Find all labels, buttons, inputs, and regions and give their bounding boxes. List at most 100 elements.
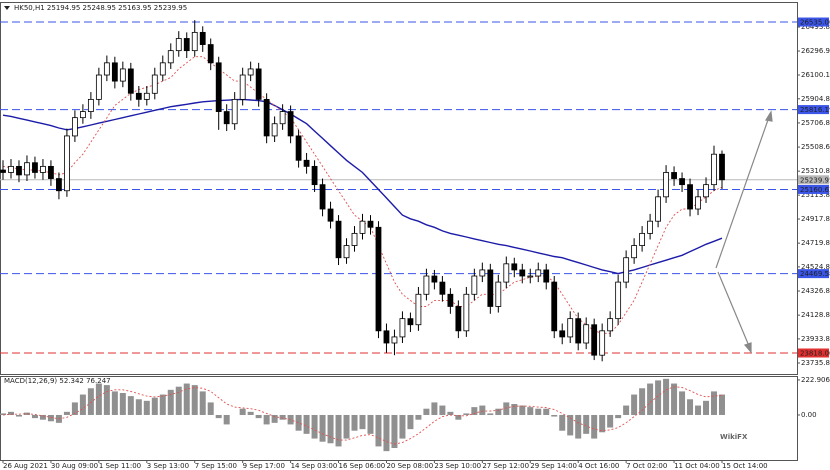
candle-body [56,178,62,192]
macd-bar [215,414,222,419]
macd-bar [303,414,310,434]
macd-bar [631,394,638,415]
y-tick-label: 25113.80 [801,191,830,199]
candle-body [567,318,574,338]
candle-body [583,324,590,344]
macd-bar [79,394,86,415]
macd-bar [703,400,710,415]
level-label: 25816.19 [800,106,830,114]
candle-body [48,165,54,179]
macd-bar [399,414,406,439]
x-tick-label: 7 Oct 02:00 [626,462,667,470]
macd-bar [639,388,646,415]
level-tag [798,269,829,279]
candle-body [367,220,374,228]
macd-bar [463,413,470,415]
macd-bar [423,408,430,415]
macd-bar [647,383,654,415]
candle-body [495,281,502,307]
macd-bar [111,391,118,415]
macd-bar [543,408,550,415]
macd-bar [591,414,598,439]
candle-body [399,318,406,338]
candle-body [79,111,86,119]
candle-body [191,31,198,52]
candle-body [423,275,430,295]
macd-bar [695,405,702,415]
macd-bar [87,388,94,415]
candle-body [543,269,550,283]
candle-body [359,220,366,234]
candle-body [407,318,414,326]
candle-body [32,162,38,173]
candle-body [207,44,214,64]
macd-bar [319,414,326,442]
x-tick-label: 26 Aug 2021 [3,462,48,470]
candle-body [311,165,318,186]
watermark: WikiFX [720,433,748,441]
candle-body [263,98,270,137]
macd-panel-frame [0,376,798,461]
candle-body [239,74,246,100]
y-tick-label: 24719.80 [801,239,830,247]
level-label: 24469.58 [800,270,830,278]
candle-body [599,330,606,356]
candle-body [695,196,701,210]
candle-body [319,184,326,210]
macd-bar [39,414,46,420]
macd-bar [207,402,214,415]
x-tick-label: 11 Oct 04:00 [674,462,720,470]
candle-body [199,31,206,45]
candle-body [295,135,302,161]
candle-body [591,324,598,356]
macd-bar [359,414,366,430]
x-tick-label: 7 Sep 15:00 [195,462,237,470]
candle-body [431,275,438,283]
macd-bar [503,402,510,415]
candle-body [479,269,486,277]
macd-bar [255,414,262,419]
candle-body [303,159,310,167]
candle-body [335,220,342,259]
macd-bar [719,394,725,415]
y-tick-label: 25310.80 [801,167,830,175]
candle-body [647,220,653,234]
candle-body [623,257,630,283]
macd-bar [71,402,78,415]
candle-body [287,111,294,137]
candle-body [535,269,542,277]
candle-body [127,68,134,94]
candle-body [215,62,222,112]
candle-body [711,153,717,186]
y-tick-label: 23735.80 [801,359,830,367]
main-panel-frame [0,2,798,375]
candle-body [639,232,646,246]
chart-title: HK50,H1 25194.95 25248.95 25163.95 25239… [14,4,187,12]
x-tick-label: 4 Oct 16:00 [578,462,619,470]
candle-body [143,92,150,100]
y-tick-label: 24128.80 [801,311,830,319]
macd-title: MACD(12,26,9) 52.342 76.247 [4,377,111,385]
candle-body [447,293,454,307]
macd-bar [159,394,166,415]
candle-body [663,172,669,198]
macd-bar [599,414,606,433]
macd-bar [519,405,526,415]
macd-bar [559,414,566,431]
candle-body [64,135,70,192]
macd-bar [391,414,398,448]
candle-body [679,178,685,186]
candle-body [111,62,118,82]
macd-bar [167,389,174,415]
candle-body [415,293,422,326]
macd-bar [623,405,630,415]
candle-body [631,245,638,259]
macd-bar [679,391,686,415]
candle-body [503,263,510,283]
candle-body [383,330,390,344]
macd-bar [431,402,438,415]
level-label: 26535.00 [800,19,830,27]
macd-bar [415,414,422,420]
y-tick-label: 24917.80 [801,215,830,223]
macd-bar [103,385,110,415]
